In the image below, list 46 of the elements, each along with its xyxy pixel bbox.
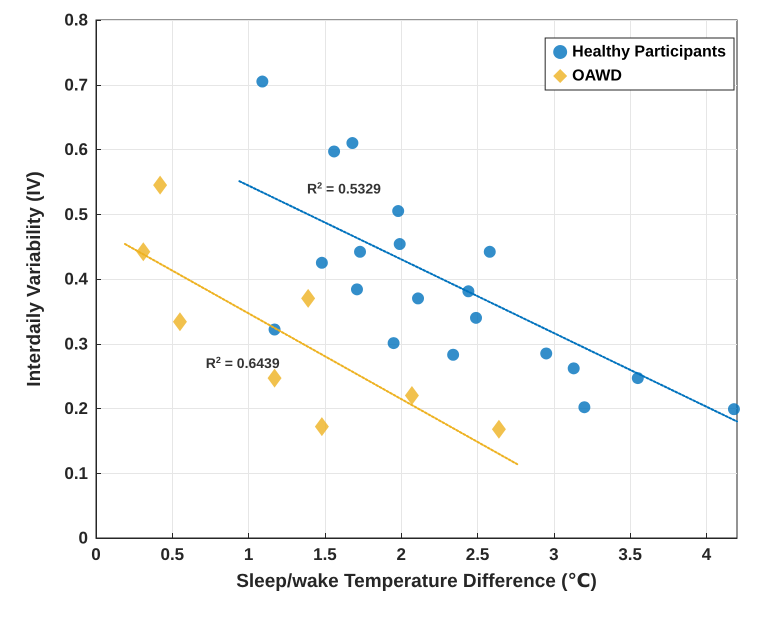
point xyxy=(540,347,552,360)
point xyxy=(578,401,590,414)
point xyxy=(268,368,282,388)
x-tick-label: 0.5 xyxy=(160,545,184,564)
x-tick-label: 2 xyxy=(396,545,406,564)
point xyxy=(394,238,406,250)
x-tick-label: 1.5 xyxy=(313,545,337,564)
point xyxy=(301,288,316,308)
point xyxy=(346,137,358,150)
point xyxy=(153,176,168,195)
x-tick-label: 0 xyxy=(91,545,101,564)
x-tick-label: 3 xyxy=(549,545,559,564)
y-tick-label: 0.1 xyxy=(64,464,88,483)
point xyxy=(404,386,419,406)
point xyxy=(328,145,340,158)
y-tick-label: 0.8 xyxy=(64,10,88,30)
y-axis-title: Interdaily Variability (IV) xyxy=(24,171,45,387)
y-tick-label: 0.6 xyxy=(64,140,88,159)
point xyxy=(392,205,404,218)
point xyxy=(350,283,363,296)
point xyxy=(316,256,328,269)
point xyxy=(314,417,329,436)
y-tick-label: 0.4 xyxy=(64,270,89,288)
legend-label: OAWD xyxy=(572,68,622,84)
x-tick-label: 2.5 xyxy=(466,545,490,564)
point xyxy=(354,246,366,258)
point xyxy=(388,337,400,350)
x-tick-label: 4 xyxy=(702,545,712,564)
point xyxy=(728,403,740,416)
y-tick-label: 0.3 xyxy=(64,334,88,354)
point xyxy=(470,312,482,324)
point xyxy=(412,292,424,304)
point xyxy=(492,420,506,439)
point xyxy=(172,312,187,332)
y-tick-label: 0.2 xyxy=(64,399,88,418)
x-tick-label: 1 xyxy=(244,545,254,564)
point xyxy=(256,76,268,88)
y-tick-label: 0.7 xyxy=(64,75,88,94)
point xyxy=(568,362,580,374)
x-tick-label: 3.5 xyxy=(618,545,642,564)
x-axis-title: Sleep/wake Temperature Difference (℃) xyxy=(236,571,597,592)
legend-label: Healthy Participants xyxy=(572,44,726,60)
y-tick-label: 0.5 xyxy=(64,204,88,224)
point xyxy=(447,348,460,361)
y-tick-label: 0 xyxy=(78,528,88,548)
point xyxy=(484,246,496,258)
